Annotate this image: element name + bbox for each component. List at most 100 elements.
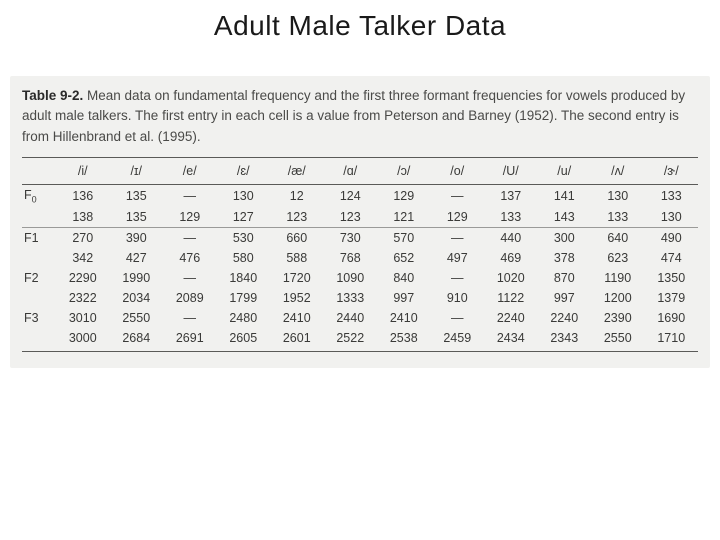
cell: 133 (645, 184, 699, 207)
cell: 652 (377, 248, 431, 268)
cell: 474 (645, 248, 699, 268)
cell: 2290 (56, 268, 110, 288)
cell: 2410 (270, 308, 324, 328)
cell: 130 (217, 184, 271, 207)
col-head: /ɑ/ (324, 157, 378, 184)
cell: 342 (56, 248, 110, 268)
col-head: /e/ (163, 157, 217, 184)
cell: 1379 (645, 288, 699, 308)
cell: 127 (217, 207, 271, 228)
cell: — (163, 228, 217, 249)
cell: 2480 (217, 308, 271, 328)
cell: 1200 (591, 288, 645, 308)
cell: 300 (538, 228, 592, 249)
cell: — (431, 228, 485, 249)
table-row: F2 2290 1990 — 1840 1720 1090 840 — 1020… (22, 268, 698, 288)
table-row: F3 3010 2550 — 2480 2410 2440 2410 — 224… (22, 308, 698, 328)
cell: 840 (377, 268, 431, 288)
cell: 135 (110, 207, 164, 228)
cell: 138 (56, 207, 110, 228)
cell: 133 (591, 207, 645, 228)
cell: — (163, 268, 217, 288)
cell: 133 (484, 207, 538, 228)
cell: 1350 (645, 268, 699, 288)
corner-cell (22, 157, 56, 184)
table-row: 138 135 129 127 123 123 121 129 133 143 … (22, 207, 698, 228)
cell: 997 (377, 288, 431, 308)
cell: 2322 (56, 288, 110, 308)
cell: 2550 (591, 328, 645, 352)
cell: 141 (538, 184, 592, 207)
row-label: F2 (22, 268, 56, 288)
cell: 390 (110, 228, 164, 249)
cell: 2434 (484, 328, 538, 352)
cell: 2522 (324, 328, 378, 352)
table-row: 342 427 476 580 588 768 652 497 469 378 … (22, 248, 698, 268)
cell: 2538 (377, 328, 431, 352)
cell: 1710 (645, 328, 699, 352)
cell: 1020 (484, 268, 538, 288)
cell: 427 (110, 248, 164, 268)
cell: 768 (324, 248, 378, 268)
cell: 135 (110, 184, 164, 207)
cell: 2240 (538, 308, 592, 328)
cell: 1799 (217, 288, 271, 308)
table-body: F0 136 135 — 130 12 124 129 — 137 141 13… (22, 184, 698, 352)
row-label: F3 (22, 308, 56, 328)
table-caption: Table 9-2. Mean data on fundamental freq… (22, 86, 698, 147)
cell: 12 (270, 184, 324, 207)
cell: 490 (645, 228, 699, 249)
cell: — (431, 268, 485, 288)
cell: 136 (56, 184, 110, 207)
cell: 124 (324, 184, 378, 207)
cell: 530 (217, 228, 271, 249)
cell: 130 (645, 207, 699, 228)
caption-label: Table 9-2. (22, 88, 83, 103)
col-head: /ɝ/ (645, 157, 699, 184)
cell: 910 (431, 288, 485, 308)
cell: 121 (377, 207, 431, 228)
cell: 640 (591, 228, 645, 249)
table-row: F1 270 390 — 530 660 730 570 — 440 300 6… (22, 228, 698, 249)
cell: 1190 (591, 268, 645, 288)
cell: 2440 (324, 308, 378, 328)
col-head: /u/ (538, 157, 592, 184)
col-head: /æ/ (270, 157, 324, 184)
table-row: 3000 2684 2691 2605 2601 2522 2538 2459 … (22, 328, 698, 352)
table-row: 2322 2034 2089 1799 1952 1333 997 910 11… (22, 288, 698, 308)
cell: 2089 (163, 288, 217, 308)
page-root: { "title": "Adult Male Talker Data", "ca… (0, 0, 720, 540)
cell: 1333 (324, 288, 378, 308)
cell: 870 (538, 268, 592, 288)
cell: 469 (484, 248, 538, 268)
cell: 1952 (270, 288, 324, 308)
cell: 623 (591, 248, 645, 268)
cell: 1122 (484, 288, 538, 308)
cell: 2390 (591, 308, 645, 328)
cell: 1840 (217, 268, 271, 288)
page-title: Adult Male Talker Data (0, 0, 720, 42)
col-head: /ɪ/ (110, 157, 164, 184)
cell: 2601 (270, 328, 324, 352)
row-label: F0 (22, 184, 56, 207)
cell: 497 (431, 248, 485, 268)
row-label: F1 (22, 228, 56, 249)
table-header-row: /i/ /ɪ/ /e/ /ɛ/ /æ/ /ɑ/ /ɔ/ /o/ /U/ /u/ … (22, 157, 698, 184)
cell: 2240 (484, 308, 538, 328)
cell: 378 (538, 248, 592, 268)
cell: 476 (163, 248, 217, 268)
col-head: /U/ (484, 157, 538, 184)
cell: 130 (591, 184, 645, 207)
cell: 2691 (163, 328, 217, 352)
cell: 1720 (270, 268, 324, 288)
cell: 2684 (110, 328, 164, 352)
table-scan: Table 9-2. Mean data on fundamental freq… (10, 76, 710, 368)
cell: 1690 (645, 308, 699, 328)
cell: 2410 (377, 308, 431, 328)
cell: 3010 (56, 308, 110, 328)
cell: 580 (217, 248, 271, 268)
cell: 137 (484, 184, 538, 207)
cell: 3000 (56, 328, 110, 352)
col-head: /i/ (56, 157, 110, 184)
caption-text: Mean data on fundamental frequency and t… (22, 88, 685, 144)
